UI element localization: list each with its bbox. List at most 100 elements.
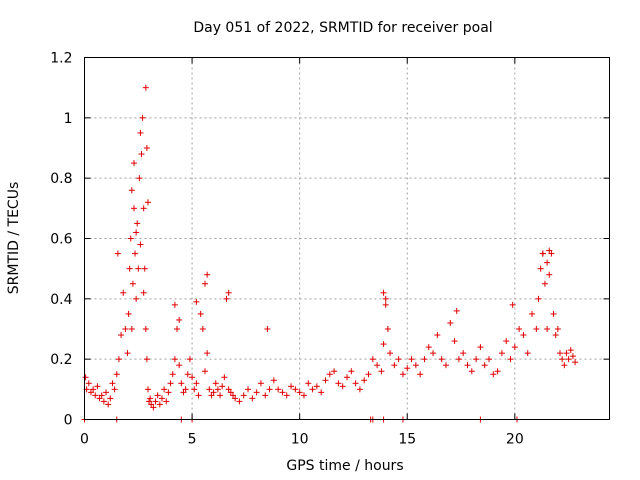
data-point	[142, 84, 149, 91]
data-point	[171, 301, 178, 308]
data-point	[453, 307, 460, 314]
data-point	[460, 350, 467, 357]
data-point	[197, 310, 204, 317]
data-point	[275, 386, 282, 393]
data-point	[240, 392, 247, 399]
data-point	[464, 362, 471, 369]
data-point	[134, 220, 141, 227]
data-point	[212, 380, 219, 387]
y-tick-label: 0.4	[50, 292, 72, 308]
data-point	[511, 344, 518, 351]
data-point	[296, 389, 303, 396]
data-point	[331, 368, 338, 375]
data-point	[223, 295, 230, 302]
data-point	[535, 295, 542, 302]
data-point	[318, 389, 325, 396]
data-point	[344, 374, 350, 381]
data-point	[447, 319, 454, 326]
data-point	[544, 259, 551, 266]
data-point	[339, 383, 346, 390]
data-point	[206, 386, 213, 393]
data-point	[279, 389, 286, 396]
data-point	[546, 247, 553, 254]
y-tick-label: 1.2	[50, 51, 72, 67]
data-point	[541, 280, 548, 287]
data-point	[412, 362, 419, 369]
data-point	[292, 386, 299, 393]
data-point	[473, 356, 480, 363]
data-point	[503, 338, 510, 345]
data-point	[130, 160, 137, 167]
data-point	[143, 356, 150, 363]
x-axis-ticks: 0 5 10 15 20	[80, 57, 524, 448]
x-tick-label: 15	[398, 432, 416, 448]
data-point	[567, 347, 574, 354]
data-point	[204, 271, 211, 278]
y-tick-label: 0.6	[50, 232, 72, 248]
data-point	[481, 362, 488, 369]
data-point	[572, 359, 579, 366]
y-tick-label: 0.2	[50, 352, 72, 368]
data-point	[140, 205, 147, 212]
data-point	[548, 250, 555, 257]
data-point	[135, 265, 142, 272]
data-point	[107, 395, 114, 402]
data-point	[550, 310, 557, 317]
data-point	[90, 386, 97, 393]
x-tick-label: 20	[506, 432, 524, 448]
y-axis-ticks: 0 0.2 0.4 0.6 0.8 1 1.2	[50, 51, 610, 429]
data-point	[352, 380, 359, 387]
data-point	[361, 377, 368, 384]
data-point	[322, 377, 329, 384]
data-point	[225, 289, 232, 296]
data-point	[232, 395, 239, 402]
data-point	[455, 356, 462, 363]
data-point	[191, 386, 198, 393]
data-point	[384, 326, 391, 332]
data-point	[421, 356, 428, 363]
data-point	[257, 380, 264, 387]
data-point	[193, 298, 200, 305]
data-point	[122, 326, 129, 332]
data-point	[382, 295, 389, 302]
data-point	[217, 392, 224, 399]
data-point	[283, 392, 290, 399]
data-point	[118, 332, 125, 339]
data-point	[201, 368, 208, 375]
data-point	[165, 389, 172, 396]
data-point	[262, 392, 269, 399]
data-point	[156, 401, 163, 408]
data-point	[434, 332, 441, 339]
x-axis-label: GPS time / hours	[286, 458, 403, 474]
data-point	[132, 250, 139, 257]
data-point	[417, 371, 424, 378]
data-point	[178, 380, 185, 387]
data-point	[174, 326, 181, 332]
y-tick-label: 1	[64, 111, 73, 127]
data-point	[140, 289, 147, 296]
data-point	[82, 374, 89, 381]
data-point	[146, 398, 153, 405]
data-point	[227, 389, 234, 396]
data-point	[408, 356, 415, 363]
data-point	[507, 356, 514, 363]
data-point	[225, 386, 232, 393]
data-point	[561, 362, 568, 369]
data-point	[533, 326, 540, 332]
data-point	[152, 398, 159, 405]
data-point	[382, 301, 389, 308]
data-point	[365, 371, 372, 378]
data-point	[404, 365, 411, 372]
data-point	[557, 350, 564, 357]
data-point	[189, 374, 196, 381]
data-point	[425, 344, 432, 351]
data-point	[539, 250, 546, 257]
data-point	[150, 404, 157, 411]
data-point	[559, 356, 566, 363]
data-point	[154, 392, 161, 399]
data-point	[356, 386, 363, 393]
data-point	[195, 392, 202, 399]
data-point	[395, 356, 402, 363]
data-point	[552, 332, 559, 339]
